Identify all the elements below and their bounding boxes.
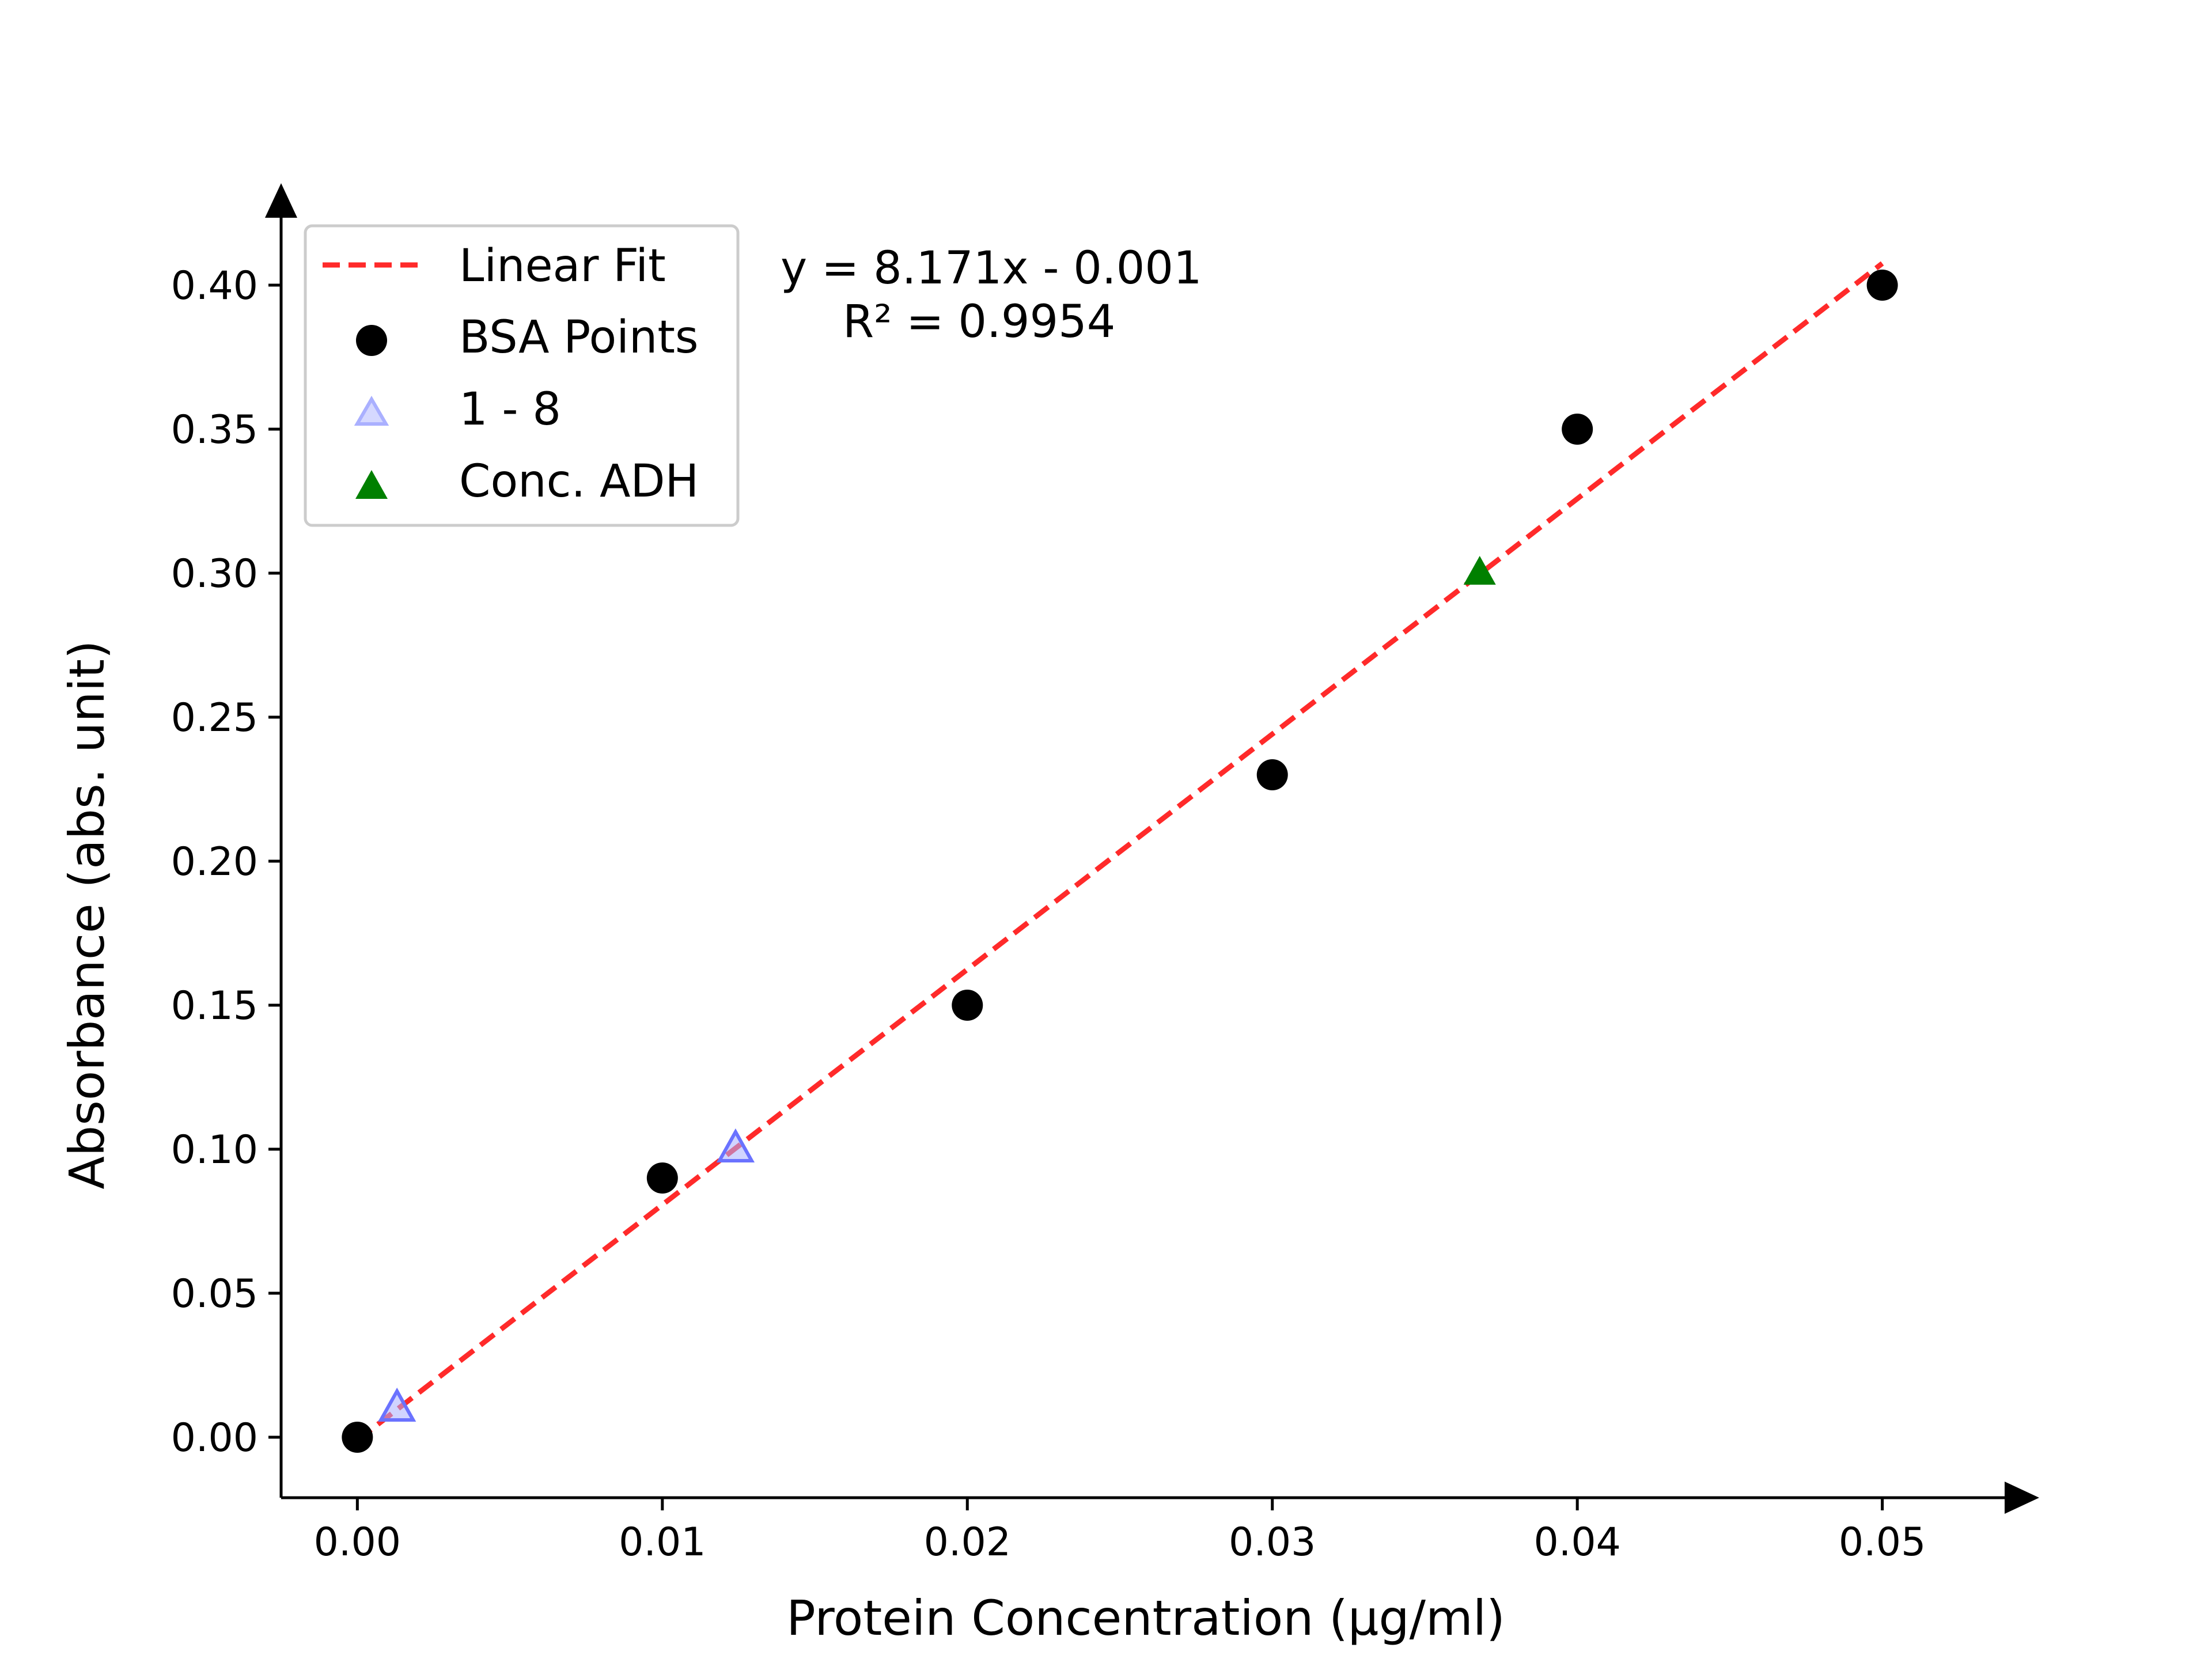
point-1-8: [716, 1128, 755, 1162]
legend-label-1-8: 1 - 8: [459, 384, 561, 435]
y-tick-label: 0.25: [171, 695, 258, 741]
x-tick-label: 0.02: [924, 1520, 1011, 1565]
x-tick-label: 0.03: [1229, 1520, 1316, 1565]
y-tick-label: 0.35: [171, 407, 258, 453]
x-tick-label: 0.00: [314, 1520, 401, 1565]
x-tick-label: 0.01: [619, 1520, 706, 1565]
point-1-8: [378, 1387, 416, 1422]
point-bsa-points: [952, 990, 983, 1021]
y-tick-label: 0.40: [171, 263, 258, 309]
y-tick-label: 0.00: [171, 1415, 258, 1461]
fit-equation-text: y = 8.171x - 0.001: [781, 243, 1202, 294]
point-bsa-points: [646, 1162, 678, 1194]
point-bsa-points: [1866, 270, 1898, 301]
x-axis-title: Protein Concentration (µg/ml): [786, 1590, 1505, 1646]
legend-swatch-conc-adh: [355, 470, 388, 499]
plot-area: [342, 261, 1898, 1453]
legend-label-bsa-points: BSA Points: [459, 312, 699, 363]
x-axis-arrow: [2005, 1482, 2039, 1514]
y-tick-label: 0.10: [171, 1127, 258, 1173]
point-bsa-points: [1562, 414, 1593, 445]
y-tick-label: 0.15: [171, 983, 258, 1029]
x-tick-label: 0.04: [1533, 1520, 1620, 1565]
point-bsa-points: [1256, 759, 1288, 790]
legend-swatch-bsa-points: [356, 325, 387, 356]
legend-label-conc-adh: Conc. ADH: [459, 456, 699, 507]
legend-label-linear-fit: Linear Fit: [459, 240, 666, 292]
axes: 0.00 0.01 0.02 0.03 0.04 0.05 0.00 0.05 0.10 0.15…: [171, 183, 2039, 1565]
series-linear-fit: [355, 261, 1884, 1442]
y-tick-label: 0.30: [171, 551, 258, 597]
legend: Linear Fit BSA Points 1 - 8 Conc. ADH: [304, 224, 740, 527]
y-tick-label: 0.05: [171, 1271, 258, 1317]
x-tick-label: 0.05: [1839, 1520, 1926, 1565]
legend-frame: [304, 224, 740, 527]
point-bsa-points: [342, 1422, 373, 1453]
fit-r2-text: R² = 0.9954: [843, 296, 1115, 348]
y-tick-label: 0.20: [171, 839, 258, 885]
y-axis-title: Absorbance (abs. unit): [59, 640, 115, 1189]
y-axis-arrow: [265, 183, 297, 218]
legend-swatch-1-8: [354, 396, 389, 426]
point-conc-adh: [1463, 556, 1496, 585]
